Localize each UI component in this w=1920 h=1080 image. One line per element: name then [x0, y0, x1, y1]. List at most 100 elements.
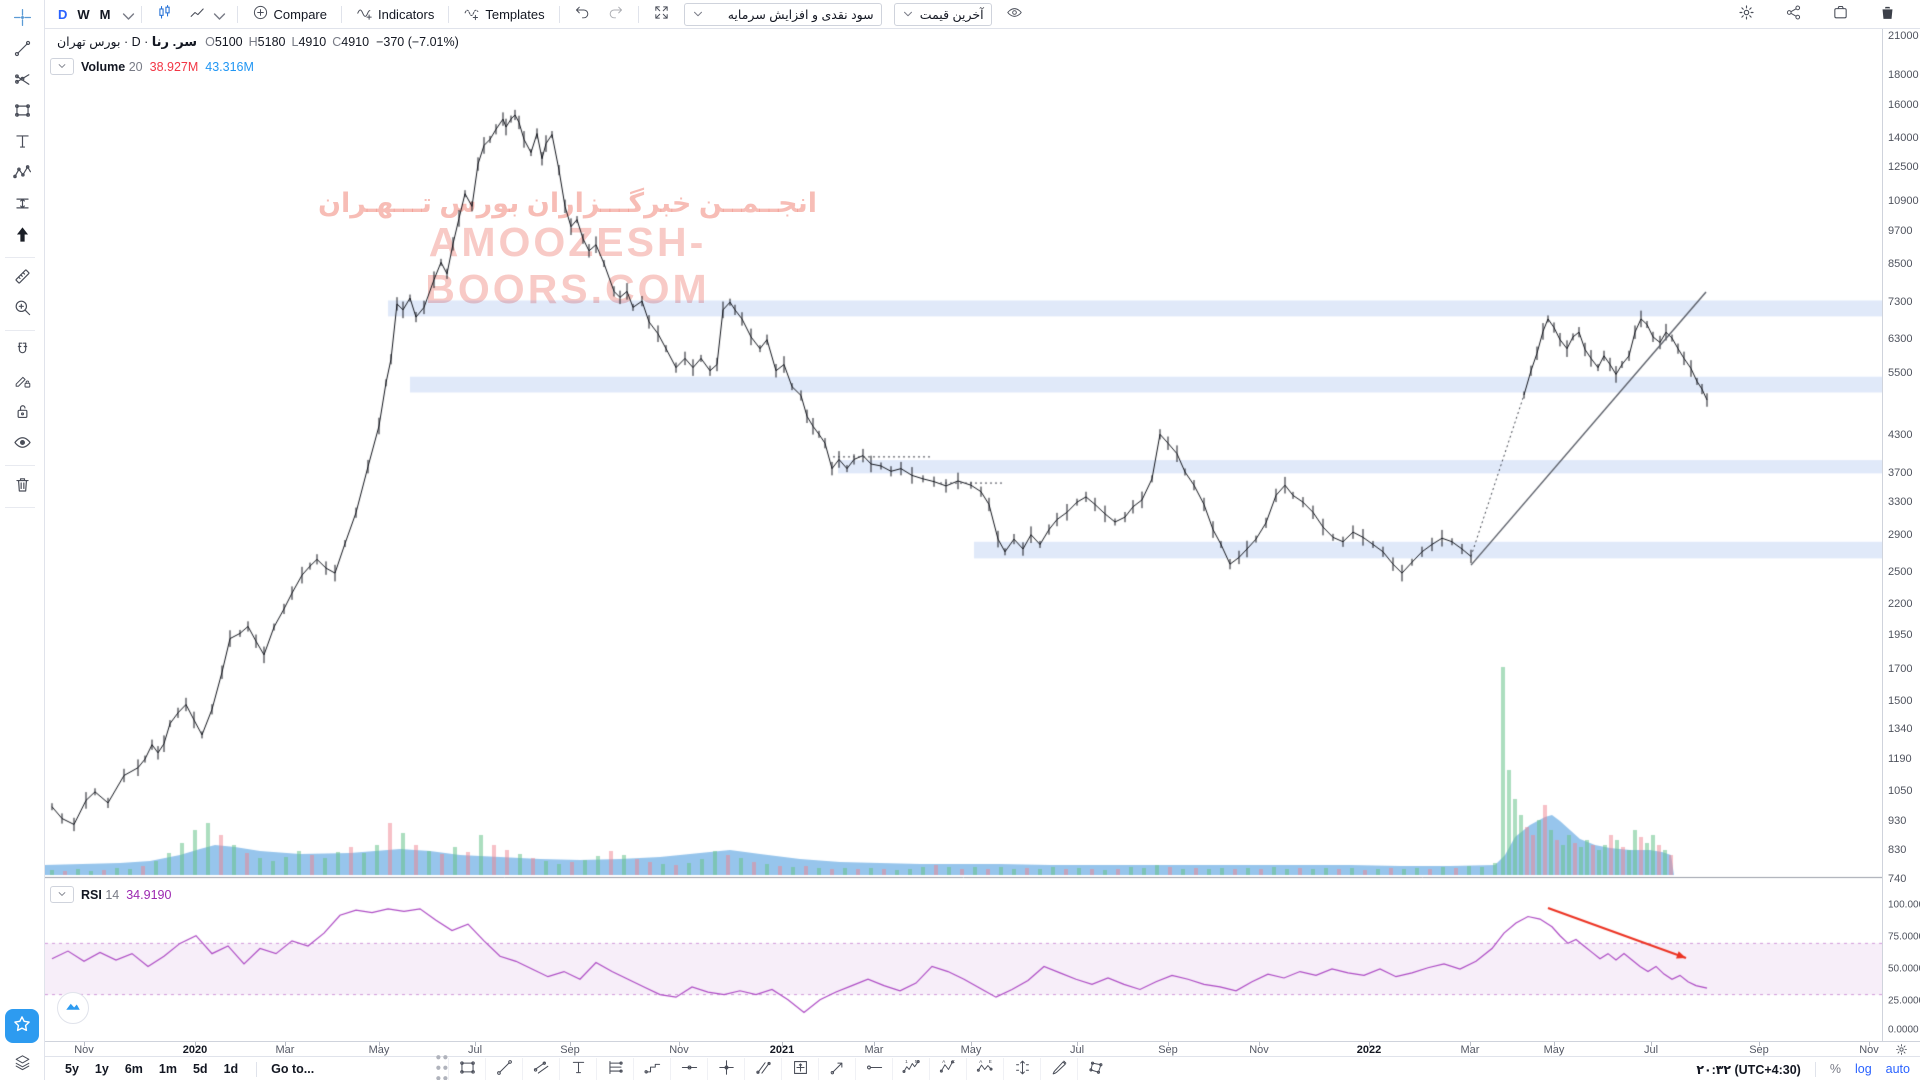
visibility-button[interactable] [999, 2, 1030, 26]
share-button[interactable] [1783, 2, 1804, 26]
rsi-value: 34.9190 [126, 887, 172, 902]
interval-menu-button[interactable] [118, 6, 134, 22]
time-axis-label: Mar [864, 1044, 884, 1056]
range-1m-button[interactable]: 1m [158, 1062, 177, 1076]
trend-line-tool-button[interactable] [5, 35, 39, 66]
date-price-range-icon [13, 194, 32, 218]
lock-tool-button[interactable] [5, 398, 39, 429]
square-tool-button[interactable] [448, 1058, 485, 1080]
arrow-marker-tool-button[interactable] [5, 221, 39, 252]
percent-scale-button[interactable]: % [1829, 1062, 1841, 1076]
favorites-star-button[interactable] [5, 1009, 39, 1043]
volume-legend-toggle[interactable] [50, 58, 74, 75]
delete-all-button[interactable] [1877, 2, 1898, 26]
price-mode-dropdown[interactable]: آخرین قیمت [893, 2, 992, 26]
text-icon [13, 132, 32, 156]
brush-tool-button[interactable] [1040, 1058, 1077, 1080]
horizontal-line-tool-button[interactable] [670, 1058, 707, 1080]
pattern-tool-button[interactable] [1077, 1058, 1114, 1080]
divider [140, 5, 142, 23]
tools-drag-handle[interactable] [434, 1054, 448, 1080]
rsi-legend-toggle[interactable] [50, 886, 74, 903]
redo-button[interactable] [600, 2, 631, 26]
price-axis[interactable]: 21000 18000 16000 14000 12500 10900 9700 8500 73… [1882, 28, 1920, 1056]
eye-tool-button[interactable] [5, 429, 39, 460]
magnet-icon [13, 340, 32, 364]
line-style-button[interactable] [182, 2, 230, 26]
time-axis-tick [679, 1042, 680, 1046]
goto-button[interactable]: Go to... [271, 1062, 315, 1076]
parallel-lines-tool-button[interactable] [522, 1058, 559, 1080]
range-5y-button[interactable]: 5y [65, 1062, 79, 1076]
price-axis-label: 1950 [1888, 628, 1913, 641]
interval-M-button[interactable]: M [99, 6, 111, 22]
candlestick-style-button[interactable] [149, 2, 180, 26]
rectangle-tool-button[interactable] [5, 97, 39, 128]
interval-D-button[interactable]: D [58, 6, 68, 22]
zoom-in-tool-button[interactable] [5, 294, 39, 325]
change-value: −370 (−7.01%) [376, 35, 459, 49]
trendline-tool-icon [495, 1058, 514, 1080]
clock[interactable]: ۲۰:۳۲ (UTC+4:30) [1696, 1062, 1801, 1077]
text-tool-button[interactable] [559, 1058, 596, 1080]
price-range-tool-button[interactable] [1003, 1058, 1040, 1080]
date-price-range-tool-button[interactable] [5, 190, 39, 221]
time-axis[interactable]: Nov 2020 Mar May Jul Sep Nov 2021 Mar May Jul Sep No… [45, 1041, 1920, 1057]
parallel-lines-tool-icon [532, 1058, 551, 1080]
range-5d-button[interactable]: 5d [192, 1062, 208, 1076]
ruler-tool-button[interactable] [5, 263, 39, 294]
symbol-legend[interactable]: سر. رنا · D · بورس تهران O5100 H5180 L4910… [57, 34, 459, 50]
events-dropdown[interactable]: سود نقدی و افزایش سرمایه [683, 2, 882, 26]
snapshot-button[interactable] [1830, 2, 1851, 26]
compare-button[interactable]: Compare [245, 2, 334, 26]
auto-scale-button[interactable]: auto [1885, 1062, 1910, 1076]
fullscreen-button[interactable] [646, 2, 677, 26]
interval-W-button[interactable]: W [77, 6, 90, 22]
undo-button[interactable] [567, 2, 598, 26]
price-axis-label: 2200 [1888, 598, 1913, 611]
provider-logo-badge[interactable] [57, 992, 89, 1024]
ray-tool-button[interactable] [855, 1058, 892, 1080]
templates-button[interactable]: Templates [456, 2, 551, 26]
time-axis-label: 2022 [1356, 1044, 1382, 1056]
fib-tool-button[interactable] [596, 1058, 633, 1080]
divider [448, 5, 450, 23]
arrow-tool-button[interactable] [818, 1058, 855, 1080]
drawing-lock-tool-button[interactable] [5, 367, 39, 398]
magnet-tool-button[interactable] [5, 336, 39, 367]
log-scale-button[interactable]: log [1854, 1062, 1872, 1076]
crosshair-tool-button[interactable] [5, 4, 39, 35]
object-tree-button[interactable] [5, 1049, 39, 1080]
text-tool-button[interactable] [5, 128, 39, 159]
xabcd-pattern-tool-button[interactable] [5, 159, 39, 190]
pitchfork-tool-button[interactable] [5, 66, 39, 97]
range-6m-button[interactable]: 6m [124, 1062, 143, 1076]
price-chart-canvas[interactable] [45, 28, 1882, 1041]
settings-button[interactable] [1736, 2, 1757, 26]
gear-icon [1738, 4, 1755, 24]
rsi-axis-label: 25.0000 [1888, 995, 1920, 1007]
grid-tool-button[interactable] [781, 1058, 818, 1080]
time-axis-tick [195, 1042, 196, 1046]
trendline-tool-button[interactable] [485, 1058, 522, 1080]
double-trend-tool-button[interactable] [744, 1058, 781, 1080]
svg-text:C: C [951, 1059, 955, 1065]
time-axis-tick [1259, 1042, 1260, 1046]
rsi-legend[interactable]: RSI 14 34.9190 [50, 886, 171, 903]
time-axis-label: Mar [1460, 1044, 1480, 1056]
volume-legend[interactable]: Volume 20 38.927M 43.316M [50, 58, 254, 75]
indicators-button[interactable]: Indicators [349, 2, 441, 26]
cross-line-tool-button[interactable] [707, 1058, 744, 1080]
polyline-tool-button[interactable] [633, 1058, 670, 1080]
range-1y-button[interactable]: 1y [94, 1062, 109, 1076]
price-axis-label: 7300 [1888, 296, 1913, 309]
range-1d-button[interactable]: 1d [223, 1062, 239, 1076]
arrow-tool-icon [828, 1058, 847, 1080]
time-axis-settings-gear-icon[interactable] [1895, 1043, 1908, 1056]
trash-tool-button[interactable] [5, 471, 39, 502]
